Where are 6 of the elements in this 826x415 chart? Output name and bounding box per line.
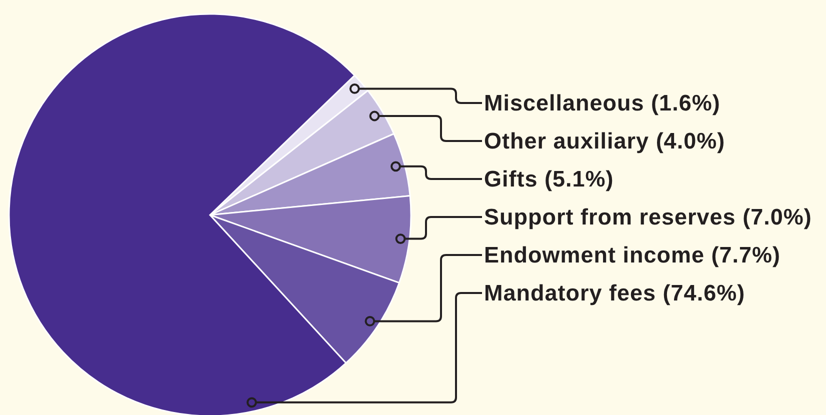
slice-label: Miscellaneous (1.6%) xyxy=(484,90,720,116)
slice-label: Other auxiliary (4.0%) xyxy=(484,128,726,154)
slice-label: Mandatory fees (74.6%) xyxy=(484,280,746,306)
slice-label: Gifts (5.1%) xyxy=(484,166,614,192)
slice-label: Support from reserves (7.0%) xyxy=(484,204,812,230)
slice-label: Endowment income (7.7%) xyxy=(484,242,781,268)
